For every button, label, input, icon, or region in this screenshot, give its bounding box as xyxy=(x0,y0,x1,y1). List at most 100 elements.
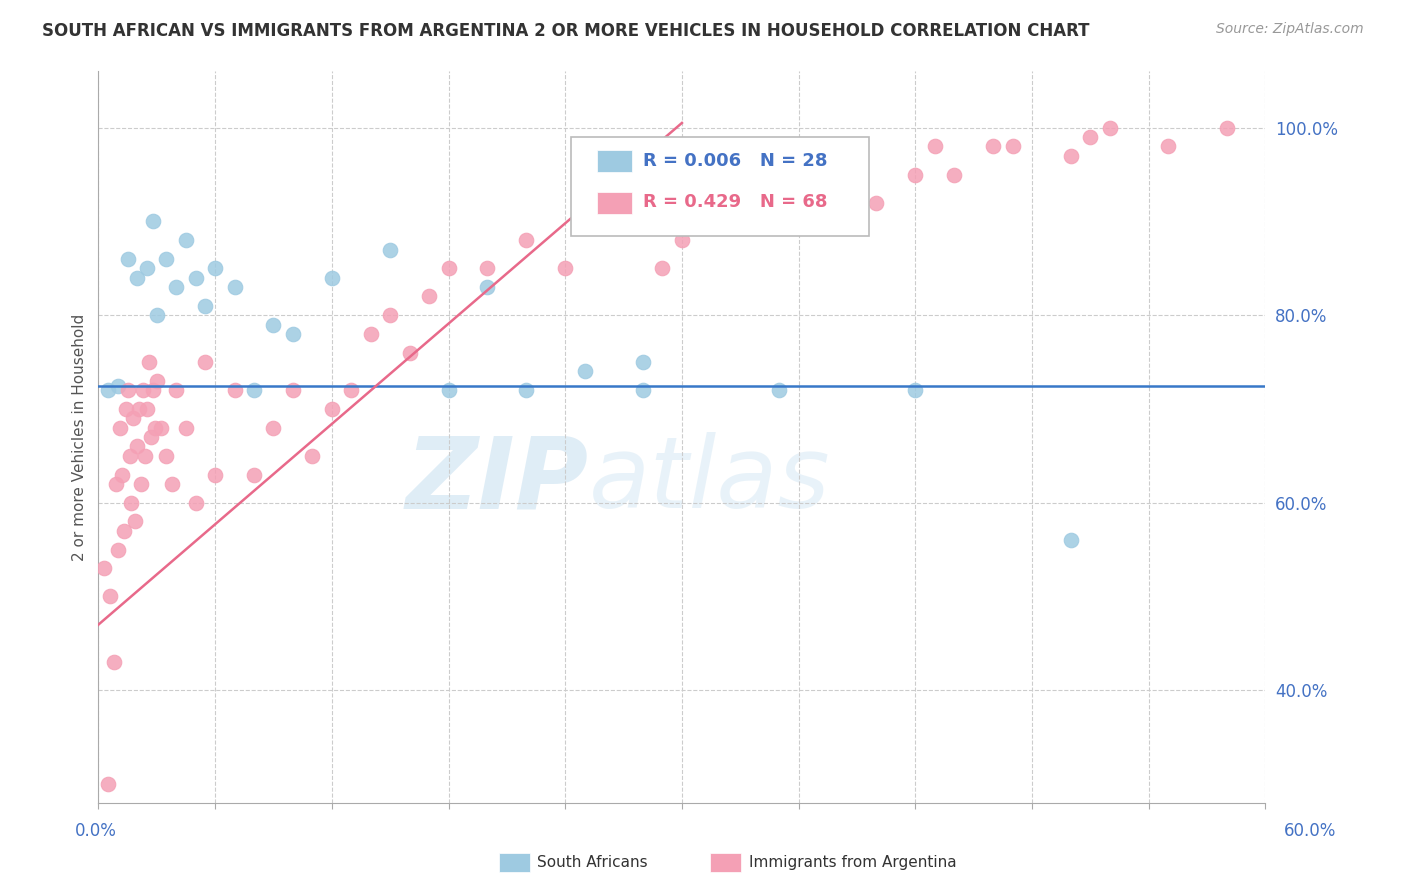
Point xyxy=(165,383,187,397)
Point xyxy=(477,280,499,294)
Point xyxy=(204,261,226,276)
Point xyxy=(124,515,146,529)
Point xyxy=(904,168,927,182)
Point xyxy=(129,477,152,491)
Point xyxy=(1098,120,1121,135)
Point xyxy=(418,289,440,303)
Point xyxy=(1060,149,1083,163)
Point xyxy=(360,326,382,341)
Point xyxy=(111,467,134,482)
Point xyxy=(97,383,120,397)
Point xyxy=(651,261,673,276)
Text: ZIP: ZIP xyxy=(405,433,589,530)
Point xyxy=(924,139,946,153)
Point xyxy=(138,355,160,369)
Text: R = 0.429   N = 68: R = 0.429 N = 68 xyxy=(644,194,828,211)
Point xyxy=(631,355,654,369)
Point xyxy=(155,449,177,463)
Point xyxy=(127,440,149,454)
Point xyxy=(437,383,460,397)
Point xyxy=(132,383,155,397)
Point xyxy=(104,477,127,491)
Point xyxy=(107,542,129,557)
Point xyxy=(165,280,187,294)
Point xyxy=(1080,130,1102,145)
Point xyxy=(98,590,121,604)
Point xyxy=(380,308,402,322)
Point xyxy=(194,355,217,369)
Point xyxy=(515,233,537,247)
Point xyxy=(631,195,654,210)
Point xyxy=(174,420,197,434)
Point xyxy=(574,364,596,378)
Point xyxy=(301,449,323,463)
Text: Immigrants from Argentina: Immigrants from Argentina xyxy=(749,855,957,870)
Point xyxy=(134,449,156,463)
Point xyxy=(243,467,266,482)
Point xyxy=(1215,120,1237,135)
Point xyxy=(136,261,159,276)
Point xyxy=(103,655,125,669)
Point xyxy=(380,243,402,257)
Point xyxy=(224,383,246,397)
Text: South Africans: South Africans xyxy=(537,855,648,870)
Point xyxy=(904,383,927,397)
Point xyxy=(184,270,207,285)
Bar xyxy=(596,192,631,214)
Point xyxy=(184,496,207,510)
Point xyxy=(93,561,115,575)
Text: R = 0.006   N = 28: R = 0.006 N = 28 xyxy=(644,152,828,169)
Point xyxy=(710,214,733,228)
Text: 60.0%: 60.0% xyxy=(1284,822,1337,840)
Point xyxy=(224,280,246,294)
Point xyxy=(142,383,165,397)
Point xyxy=(981,139,1004,153)
Point xyxy=(142,214,165,228)
Point xyxy=(121,496,143,510)
Point xyxy=(107,378,129,392)
Point xyxy=(122,411,145,425)
Point xyxy=(139,430,162,444)
Bar xyxy=(596,151,631,172)
Point xyxy=(243,383,266,397)
Text: 0.0%: 0.0% xyxy=(75,822,117,840)
Point xyxy=(281,383,304,397)
Point xyxy=(748,168,770,182)
Point xyxy=(437,261,460,276)
Point xyxy=(768,383,790,397)
Point xyxy=(146,308,169,322)
Text: Source: ZipAtlas.com: Source: ZipAtlas.com xyxy=(1216,22,1364,37)
Point xyxy=(807,168,830,182)
Point xyxy=(118,449,141,463)
Text: SOUTH AFRICAN VS IMMIGRANTS FROM ARGENTINA 2 OR MORE VEHICLES IN HOUSEHOLD CORRE: SOUTH AFRICAN VS IMMIGRANTS FROM ARGENTI… xyxy=(42,22,1090,40)
Point xyxy=(194,299,217,313)
FancyBboxPatch shape xyxy=(571,137,869,235)
Point xyxy=(1157,139,1180,153)
Point xyxy=(593,214,616,228)
Point xyxy=(127,270,149,285)
Point xyxy=(108,420,131,434)
Point xyxy=(1060,533,1083,548)
Point xyxy=(262,420,284,434)
Point xyxy=(321,270,343,285)
Point xyxy=(631,383,654,397)
Point xyxy=(117,383,139,397)
Point xyxy=(787,195,810,210)
Point xyxy=(204,467,226,482)
Point xyxy=(174,233,197,247)
Point xyxy=(162,477,184,491)
Point xyxy=(114,401,136,416)
Point xyxy=(398,345,420,359)
Point xyxy=(117,252,139,266)
Point xyxy=(671,233,693,247)
Point xyxy=(155,252,177,266)
Point xyxy=(515,383,537,397)
Point xyxy=(943,168,966,182)
Point xyxy=(865,195,887,210)
Point xyxy=(128,401,150,416)
Point xyxy=(281,326,304,341)
Y-axis label: 2 or more Vehicles in Household: 2 or more Vehicles in Household xyxy=(72,313,87,561)
Point xyxy=(143,420,166,434)
Point xyxy=(136,401,159,416)
Point xyxy=(1001,139,1024,153)
